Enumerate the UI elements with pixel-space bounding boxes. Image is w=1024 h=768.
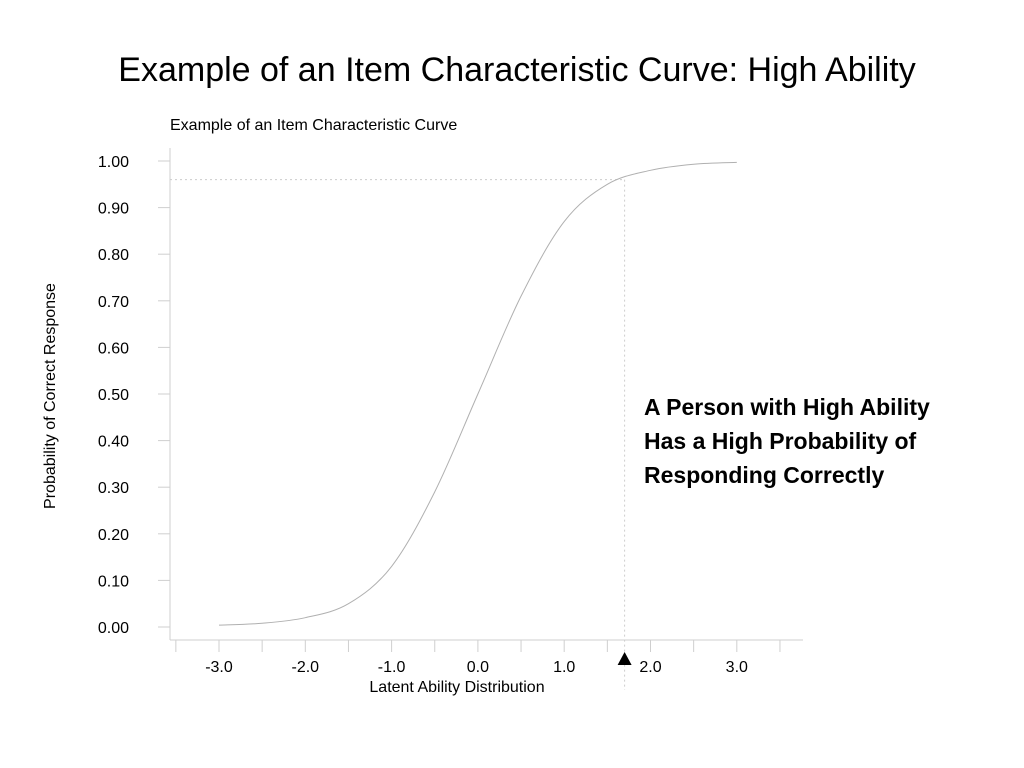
x-tick-label: 0.0: [467, 659, 489, 676]
y-tick-label: 0.80: [98, 247, 129, 264]
curve-layer: [218, 161, 737, 665]
x-tick-label: -2.0: [292, 659, 320, 676]
callout-text: A Person with High Ability Has a High Pr…: [644, 390, 1004, 492]
y-tick-label: 1.00: [98, 154, 129, 171]
callout-line: Responding Correctly: [644, 462, 885, 488]
y-tick-label: 0.40: [98, 434, 129, 451]
icc-curve-line: [218, 161, 737, 626]
x-tick-label: 2.0: [639, 659, 661, 676]
ability-marker-triangle-icon: [617, 652, 632, 665]
y-tick-label: 0.60: [98, 340, 129, 357]
x-tick-label: 1.0: [553, 659, 575, 676]
y-tick-label: 0.70: [98, 294, 129, 311]
x-tick-label: -1.0: [378, 659, 406, 676]
slide-title: Example of an Item Characteristic Curve:…: [118, 51, 916, 89]
callout-line: A Person with High Ability: [644, 394, 930, 420]
y-tick-label: 0.10: [98, 573, 129, 590]
tick-labels: 0.00 0.10 0.20 0.30 0.40 0.50 0.60 0.70 0.80 0.90…: [98, 154, 748, 676]
callout-line: Has a High Probability of: [644, 428, 917, 454]
guide-lines: [170, 179, 626, 690]
y-tick-label: 0.20: [98, 527, 129, 544]
x-axis-title: Latent Ability Distribution: [369, 679, 544, 696]
axes: [158, 148, 803, 652]
y-tick-label: 0.50: [98, 387, 129, 404]
y-tick-label: 0.30: [98, 480, 129, 497]
y-tick-label: 0.00: [98, 620, 129, 637]
y-tick-label: 0.90: [98, 201, 129, 218]
x-tick-label: 3.0: [726, 659, 748, 676]
y-axis-title: Probability of Correct Response: [42, 283, 59, 509]
x-tick-label: -3.0: [205, 659, 233, 676]
chart-title: Example of an Item Characteristic Curve: [170, 117, 458, 134]
